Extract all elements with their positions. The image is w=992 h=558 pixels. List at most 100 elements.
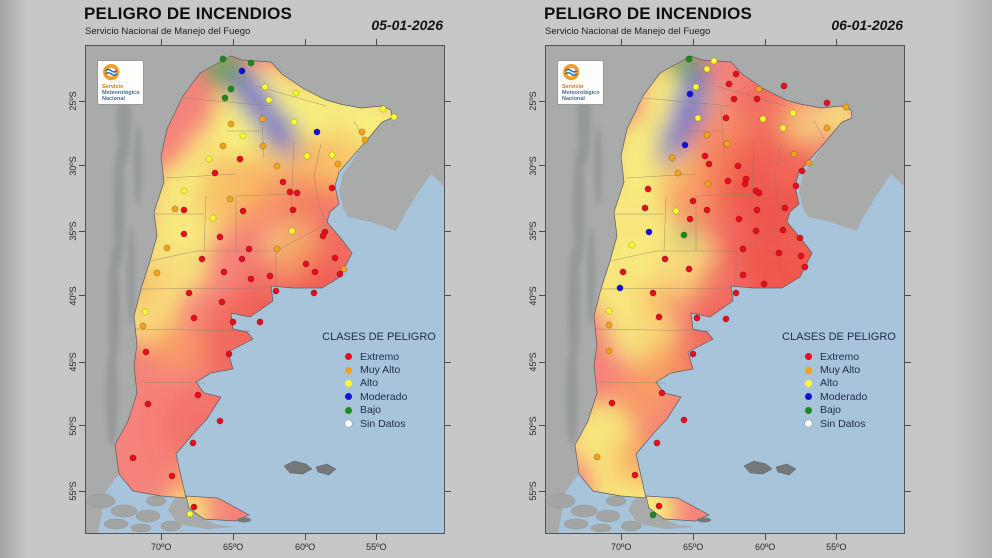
lat-tick-label: 25ºS [68, 91, 78, 111]
station-dot-alto [328, 151, 336, 159]
legend-dot-moderado [805, 393, 812, 401]
lon-tick [160, 534, 162, 540]
tierra-del-fuego-outline [645, 495, 710, 522]
smn-logo: Servicio Meteorológico Nacional [97, 60, 144, 105]
station-dot-alto [209, 214, 217, 222]
station-dot-extremo [661, 255, 669, 263]
station-dots [593, 55, 850, 519]
legend-row: Alto [318, 377, 440, 390]
lat-tick [79, 230, 85, 232]
station-dot-extremo [236, 155, 244, 163]
lon-tick-label: 65ºO [682, 542, 704, 552]
station-dot-alto [692, 83, 700, 91]
station-dot-extremo [129, 454, 137, 462]
lat-tick-label: 40ºS [68, 286, 78, 306]
legend-row: Moderado [778, 390, 900, 403]
lon-tick-label: 55ºO [366, 542, 387, 552]
province-borders [133, 85, 365, 384]
station-dot-extremo [286, 188, 294, 196]
station-dot-alto [672, 207, 680, 215]
danger-map-svg [86, 46, 444, 533]
lat-tick [79, 100, 85, 102]
station-dot-muy_alto [259, 115, 267, 123]
station-dot-muy_alto [668, 154, 676, 162]
map-panel-right: PELIGRO DE INCENDIOS Servicio Nacional d… [480, 0, 940, 558]
station-dot-extremo [722, 114, 730, 122]
legend-dot-muy-alto [345, 366, 352, 374]
page-title: PELIGRO DE INCENDIOS [84, 4, 293, 23]
station-dot-extremo [735, 215, 743, 223]
station-dot-bajo [221, 94, 229, 102]
page-title: PELIGRO DE INCENDIOS [544, 4, 753, 23]
station-dot-alto [141, 308, 149, 316]
lon-tick [304, 534, 306, 540]
station-dot-extremo [168, 472, 176, 480]
lon-tick [304, 39, 306, 45]
station-dot-alto [379, 105, 387, 113]
station-dot-moderado [313, 128, 321, 136]
lat-tick [539, 100, 545, 102]
legend-dot-bajo [345, 406, 352, 414]
station-dot-extremo [730, 95, 738, 103]
legend-dot-moderado [345, 393, 352, 401]
lat-tick-label: 40ºS [528, 286, 538, 306]
lat-tick [905, 295, 911, 297]
station-dot-muy_alto [273, 245, 281, 253]
lat-tick-label: 55ºS [528, 481, 538, 501]
station-dot-alto [186, 510, 194, 518]
station-dot-extremo [619, 268, 627, 276]
lat-tick [539, 165, 545, 167]
station-dot-extremo [216, 417, 224, 425]
lat-tick [79, 361, 85, 363]
station-dot-alto [779, 124, 787, 132]
station-dot-extremo [701, 152, 709, 160]
lat-tick-label: 35ºS [528, 221, 538, 241]
station-dot-muy_alto [605, 321, 613, 329]
station-dot-extremo [608, 399, 616, 407]
lon-tick [232, 39, 234, 45]
station-dot-bajo [227, 85, 235, 93]
station-dot-muy_alto [605, 347, 613, 355]
legend-title: CLASES DE PELIGRO [322, 331, 436, 343]
station-dot-muy_alto [790, 150, 798, 158]
station-dot-extremo [289, 206, 297, 214]
station-dot-extremo [686, 215, 694, 223]
argentina-outline [574, 55, 853, 499]
station-dot-muy_alto [219, 142, 227, 150]
station-dot-muy_alto [704, 180, 712, 188]
station-dot-bajo [685, 55, 693, 63]
station-dot-extremo [331, 254, 339, 262]
station-dot-moderado [686, 90, 694, 98]
station-dot-extremo [180, 230, 188, 238]
legend: CLASES DE PELIGRO Extremo Muy Alto Alto … [778, 331, 900, 430]
station-dot-extremo [739, 271, 747, 279]
station-dot-extremo [732, 70, 740, 78]
station-dot-extremo [734, 162, 742, 170]
station-dot-extremo [194, 391, 202, 399]
lat-tick [445, 425, 451, 427]
lon-tick [835, 534, 837, 540]
station-dot-muy_alto [226, 195, 234, 203]
station-dot-muy_alto [340, 265, 348, 273]
legend-dot-muy-alto [805, 366, 812, 374]
station-dot-extremo [631, 471, 639, 479]
station-dot-extremo [336, 270, 344, 278]
danger-map [546, 46, 904, 533]
station-dot-extremo [189, 439, 197, 447]
map-panel-left: PELIGRO DE INCENDIOS Servicio Nacional d… [20, 0, 480, 558]
station-dot-muy_alto [823, 124, 831, 132]
lon-tick [375, 534, 377, 540]
station-dot-extremo [658, 389, 666, 397]
station-dot-extremo [755, 189, 763, 197]
legend-row: Muy Alto [778, 363, 900, 376]
lat-tick [445, 100, 451, 102]
lat-tick [445, 165, 451, 167]
station-dot-extremo [311, 268, 319, 276]
station-dot-alto [703, 65, 711, 73]
lat-tick-label: 50ºS [68, 416, 78, 436]
station-dot-extremo [319, 232, 327, 240]
lat-tick [539, 490, 545, 492]
legend-row: Sin Datos [778, 417, 900, 430]
station-dot-extremo [293, 189, 301, 197]
legend-dot-sin-datos [805, 420, 812, 428]
